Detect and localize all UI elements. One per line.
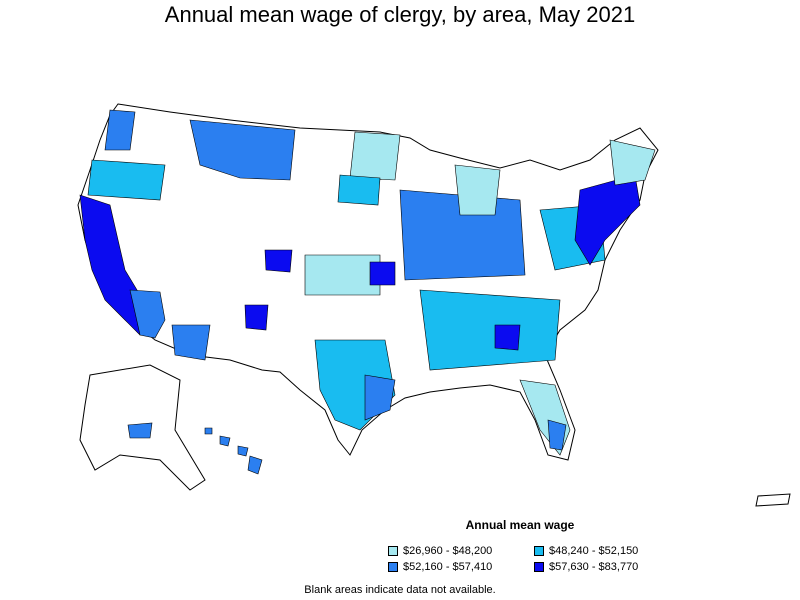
region-new-mexico-pockets xyxy=(244,304,269,331)
region-south-florida xyxy=(547,419,567,451)
legend-swatch-range-4 xyxy=(534,562,544,572)
region-minnesota xyxy=(337,174,381,206)
puerto-rico xyxy=(755,493,791,507)
legend-label-range-3: $52,160 - $57,410 xyxy=(403,561,493,573)
region-alaska-anchorage xyxy=(127,422,153,439)
legend-swatch-range-1 xyxy=(388,546,398,556)
legend-item-range-3: $52,160 - $57,410 xyxy=(388,561,492,573)
legend-swatch-range-2 xyxy=(534,546,544,556)
legend-swatch-range-3 xyxy=(388,562,398,572)
region-southeast xyxy=(419,289,561,371)
legend-label-range-2: $48,240 - $52,150 xyxy=(549,545,639,557)
region-new-england xyxy=(609,139,656,186)
legend-item-range-2: $48,240 - $52,150 xyxy=(534,545,638,557)
region-dakotas xyxy=(349,131,401,181)
region-atlanta xyxy=(494,324,521,351)
region-oregon xyxy=(87,159,166,201)
region-idaho-montana xyxy=(189,119,296,181)
hawaii-islands xyxy=(204,427,263,475)
region-texas-gulf xyxy=(364,374,396,421)
region-arizona xyxy=(171,324,211,361)
region-michigan xyxy=(454,164,501,216)
legend-label-range-4: $57,630 - $83,770 xyxy=(549,561,639,573)
footnote: Blank areas indicate data not available. xyxy=(304,584,496,596)
region-kansas xyxy=(304,254,381,296)
region-washington-west xyxy=(104,109,136,151)
legend-title: Annual mean wage xyxy=(465,518,575,532)
map-title: Annual mean wage of clergy, by area, May… xyxy=(164,2,636,27)
legend-item-range-1: $26,960 - $48,200 xyxy=(388,545,492,557)
legend-label-range-1: $26,960 - $48,200 xyxy=(403,545,493,557)
region-colorado-metro xyxy=(264,249,293,273)
legend-item-range-4: $57,630 - $83,770 xyxy=(534,561,638,573)
region-kansas-city xyxy=(369,261,396,286)
region-southern-california xyxy=(129,289,166,339)
